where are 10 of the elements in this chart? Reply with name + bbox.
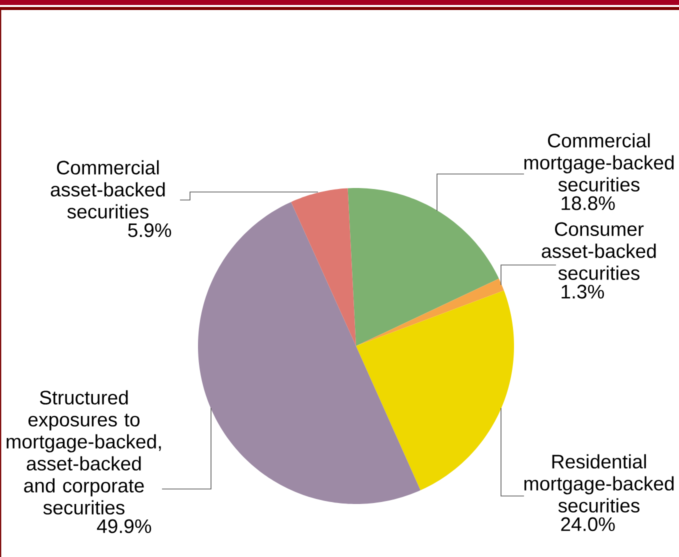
data-label: 18.8% xyxy=(562,196,615,210)
slice-label: Commercial asset-backed securities xyxy=(50,160,165,219)
slice-label: Residential mortgage-backed securities xyxy=(524,454,674,513)
data-label: 1.3% xyxy=(562,284,604,299)
slice-label: Consumer asset-backed securities xyxy=(542,222,656,280)
data-label: 24.0% xyxy=(561,517,615,532)
data-label: 5.9% xyxy=(128,223,172,238)
slice-label: Structured exposures to mortgage-backed, asset-backed and corporate securities xyxy=(6,390,161,515)
data-label: 49.9% xyxy=(96,519,152,534)
slice-label: Commercial mortgage-backed securities xyxy=(524,133,674,192)
